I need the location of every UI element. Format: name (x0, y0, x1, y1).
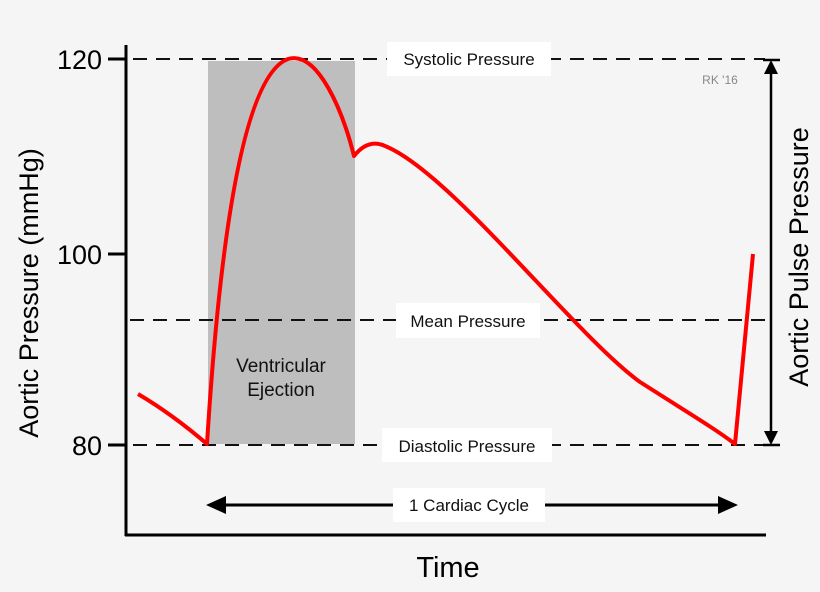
pulse-pressure-label: Aortic Pulse Pressure (784, 127, 814, 387)
y-axis-label: Aortic Pressure (mmHg) (14, 148, 44, 438)
ventricular-ejection-region (208, 61, 355, 444)
y-tick-label: 80 (72, 431, 102, 461)
cycle-label-box (393, 488, 545, 522)
systolic-label-box (387, 42, 551, 76)
ejection-label-line1: Ventricular (236, 356, 326, 377)
mean-label-box (396, 303, 540, 338)
arrowhead-down-icon (764, 431, 778, 445)
y-tick-label: 100 (57, 240, 102, 270)
ejection-label-line2: Ejection (247, 380, 315, 401)
diastolic-label: Diastolic Pressure (399, 437, 536, 456)
y-tick-label: 120 (57, 45, 102, 75)
arrowhead-up-icon (764, 60, 778, 74)
cycle-label: 1 Cardiac Cycle (409, 496, 529, 515)
pressure-curve (136, 56, 755, 446)
mean-label: Mean Pressure (410, 312, 525, 331)
diastolic-label-box (382, 428, 552, 462)
arrowhead-right-icon (718, 496, 738, 514)
x-axis-label: Time (416, 552, 479, 584)
signature: RK '16 (702, 73, 738, 87)
arrowhead-left-icon (206, 496, 226, 514)
systolic-label: Systolic Pressure (403, 50, 534, 69)
